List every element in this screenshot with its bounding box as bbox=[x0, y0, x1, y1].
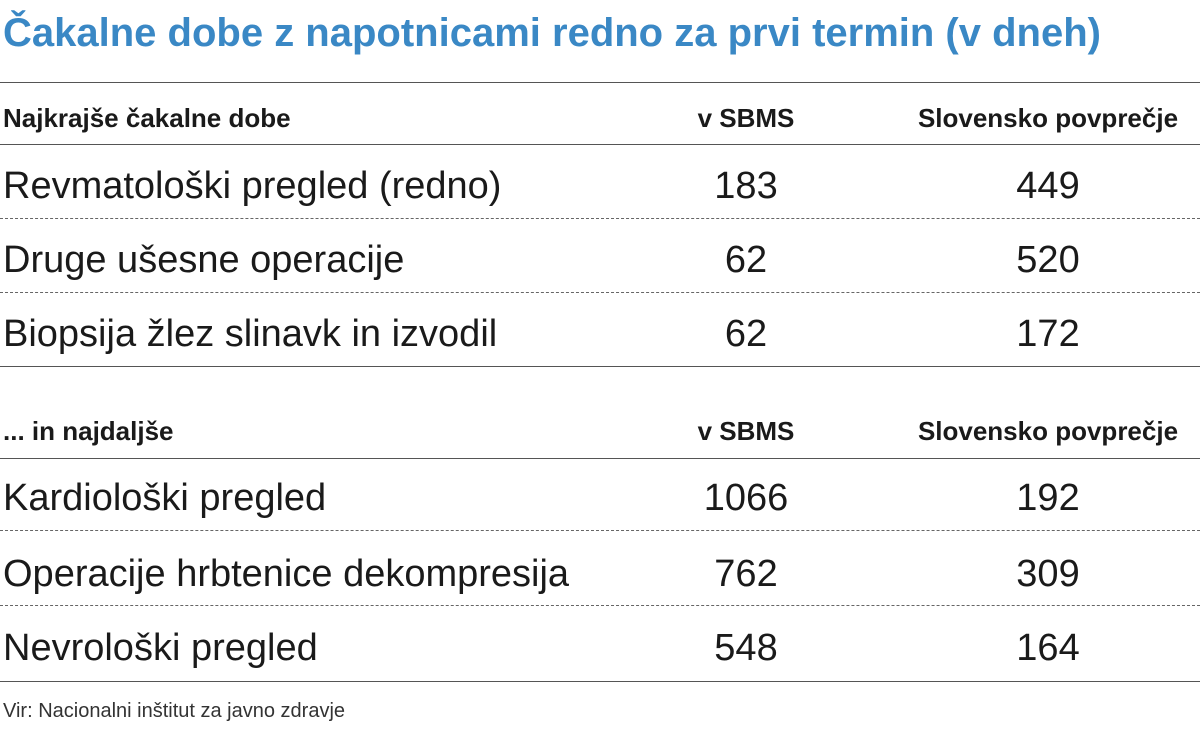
value-average: 172 bbox=[1016, 313, 1080, 355]
source-note: Vir: Nacionalni inštitut za javno zdravj… bbox=[3, 700, 346, 722]
value-sbms: 62 bbox=[724, 313, 768, 355]
section-header: ... in najdaljše bbox=[3, 416, 174, 446]
row-label: Druge ušesne operacije bbox=[3, 239, 405, 281]
value-sbms: 548 bbox=[714, 627, 778, 669]
value-sbms: 183 bbox=[714, 165, 778, 207]
row-label: Kardiološki pregled bbox=[3, 477, 327, 519]
row-divider bbox=[0, 605, 1200, 606]
value-average: 449 bbox=[1016, 165, 1080, 207]
table-header: ... in najdaljše v SBMS Slovensko povpre… bbox=[0, 411, 1200, 451]
value-average: 164 bbox=[1016, 627, 1080, 669]
row-divider bbox=[0, 530, 1200, 531]
table-row: Operacije hrbtenice dekompresija 762 309 bbox=[0, 543, 1200, 605]
column-header-sbms: v SBMS bbox=[697, 416, 795, 446]
divider bbox=[0, 144, 1200, 145]
divider bbox=[0, 458, 1200, 459]
table-row: Revmatološki pregled (redno) 183 449 bbox=[0, 155, 1200, 217]
table-row: Kardiološki pregled 1066 192 bbox=[0, 467, 1200, 529]
row-label: Operacije hrbtenice dekompresija bbox=[3, 553, 570, 595]
column-header-average: Slovensko povprečje bbox=[917, 103, 1179, 133]
value-average: 309 bbox=[1016, 553, 1080, 595]
column-header-sbms: v SBMS bbox=[697, 103, 795, 133]
divider bbox=[0, 681, 1200, 682]
chart-title: Čakalne dobe z napotnicami redno za prvi… bbox=[3, 11, 1101, 55]
value-sbms: 62 bbox=[724, 239, 768, 281]
section-header: Najkrajše čakalne dobe bbox=[3, 103, 291, 133]
value-average: 520 bbox=[1016, 239, 1080, 281]
table-header: Najkrajše čakalne dobe v SBMS Slovensko … bbox=[0, 98, 1200, 138]
row-divider bbox=[0, 292, 1200, 293]
row-divider bbox=[0, 218, 1200, 219]
column-header-average: Slovensko povprečje bbox=[917, 416, 1179, 446]
table-row: Biopsija žlez slinavk in izvodil 62 172 bbox=[0, 303, 1200, 365]
divider bbox=[0, 366, 1200, 367]
row-label: Revmatološki pregled (redno) bbox=[3, 165, 502, 207]
table-row: Druge ušesne operacije 62 520 bbox=[0, 229, 1200, 291]
divider bbox=[0, 82, 1200, 83]
value-sbms: 762 bbox=[714, 553, 778, 595]
table-row: Nevrološki pregled 548 164 bbox=[0, 617, 1200, 679]
value-average: 192 bbox=[1016, 477, 1080, 519]
row-label: Biopsija žlez slinavk in izvodil bbox=[3, 313, 498, 355]
row-label: Nevrološki pregled bbox=[3, 627, 318, 669]
value-sbms: 1066 bbox=[703, 477, 789, 519]
